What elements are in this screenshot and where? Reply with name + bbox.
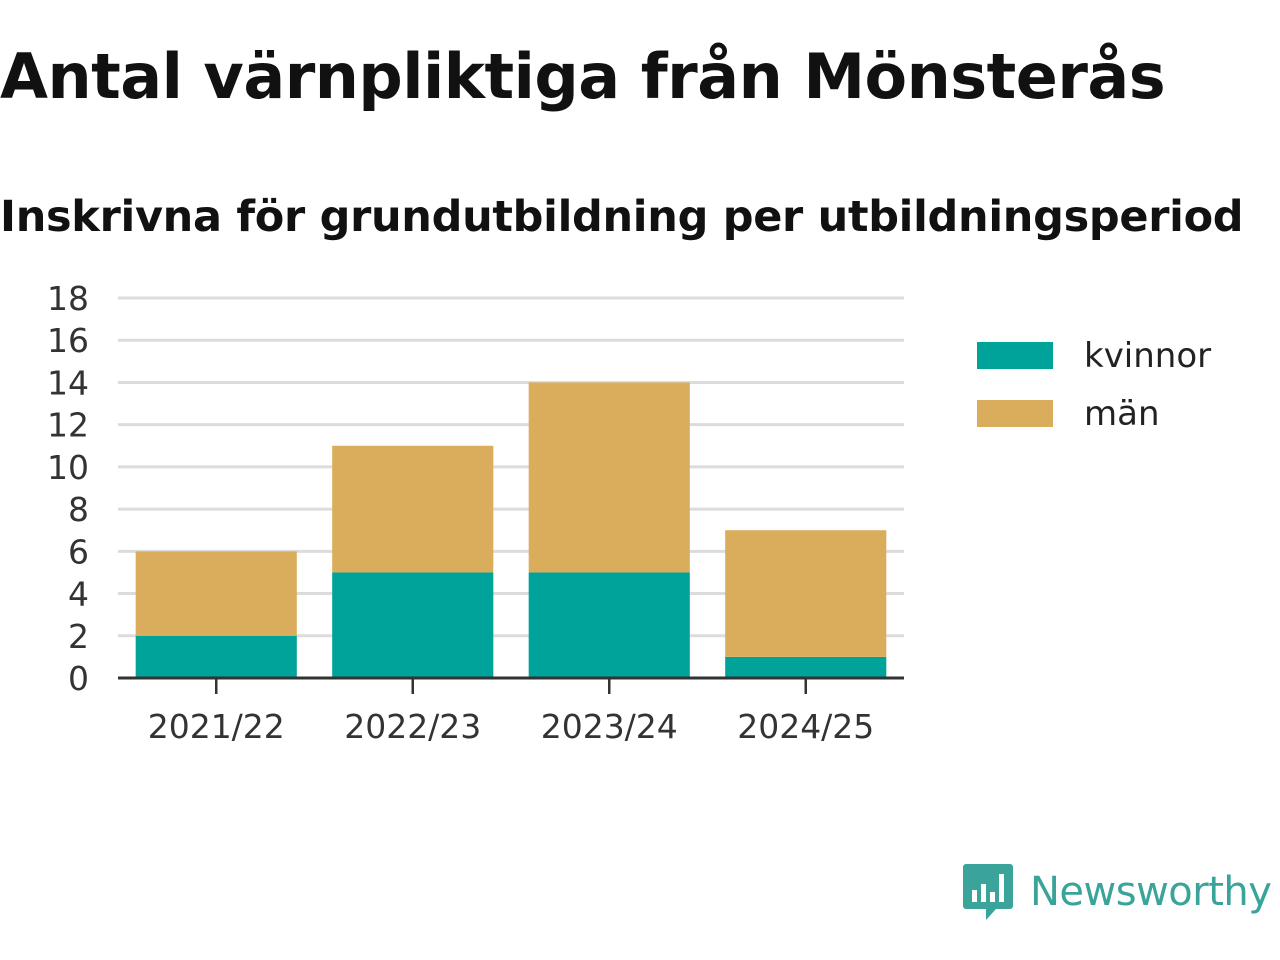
- x-tick-label: 2023/24: [541, 707, 678, 746]
- y-tick-label: 12: [47, 406, 89, 445]
- bar-segment: [725, 656, 887, 678]
- y-tick-label: 18: [47, 279, 89, 318]
- x-axis: 2021/22 2022/23 2023/24 2024/25: [118, 676, 904, 746]
- y-tick-label: 14: [47, 363, 89, 402]
- y-tick-label: 0: [68, 659, 89, 698]
- legend-label: kvinnor: [1084, 336, 1211, 376]
- bar-segment: [528, 572, 690, 678]
- x-tick-label: 2022/23: [344, 707, 481, 746]
- bar-segment: [135, 551, 297, 636]
- bar-chart-speech-bubble-icon: [963, 864, 1013, 920]
- brand-logo: Newsworthy: [962, 862, 1272, 922]
- bar-segment: [135, 635, 297, 678]
- chart-subtitle: Inskrivna för grundutbildning per utbild…: [0, 192, 1244, 242]
- y-tick-label: 2: [68, 617, 89, 656]
- legend-swatch: [977, 400, 1053, 427]
- chart-title: Antal värnpliktiga från Mönsterås: [0, 40, 1166, 113]
- legend-swatch: [977, 342, 1053, 369]
- y-tick-label: 10: [47, 448, 89, 487]
- legend: kvinnor män: [977, 336, 1211, 434]
- bar-segment: [332, 572, 494, 678]
- x-tick-label: 2024/25: [737, 707, 874, 746]
- y-tick-label: 16: [47, 321, 89, 360]
- x-tick-label: 2021/22: [148, 707, 285, 746]
- y-tick-label: 6: [68, 532, 89, 571]
- y-tick-label: 4: [68, 575, 89, 614]
- bar-segment: [528, 382, 690, 573]
- brand-name: Newsworthy: [1030, 869, 1272, 915]
- bars: [135, 382, 887, 678]
- legend-label: män: [1084, 394, 1160, 434]
- gridlines: [118, 296, 904, 638]
- y-tick-label: 8: [68, 490, 89, 529]
- bar-segment: [725, 530, 887, 657]
- bar-segment: [332, 445, 494, 573]
